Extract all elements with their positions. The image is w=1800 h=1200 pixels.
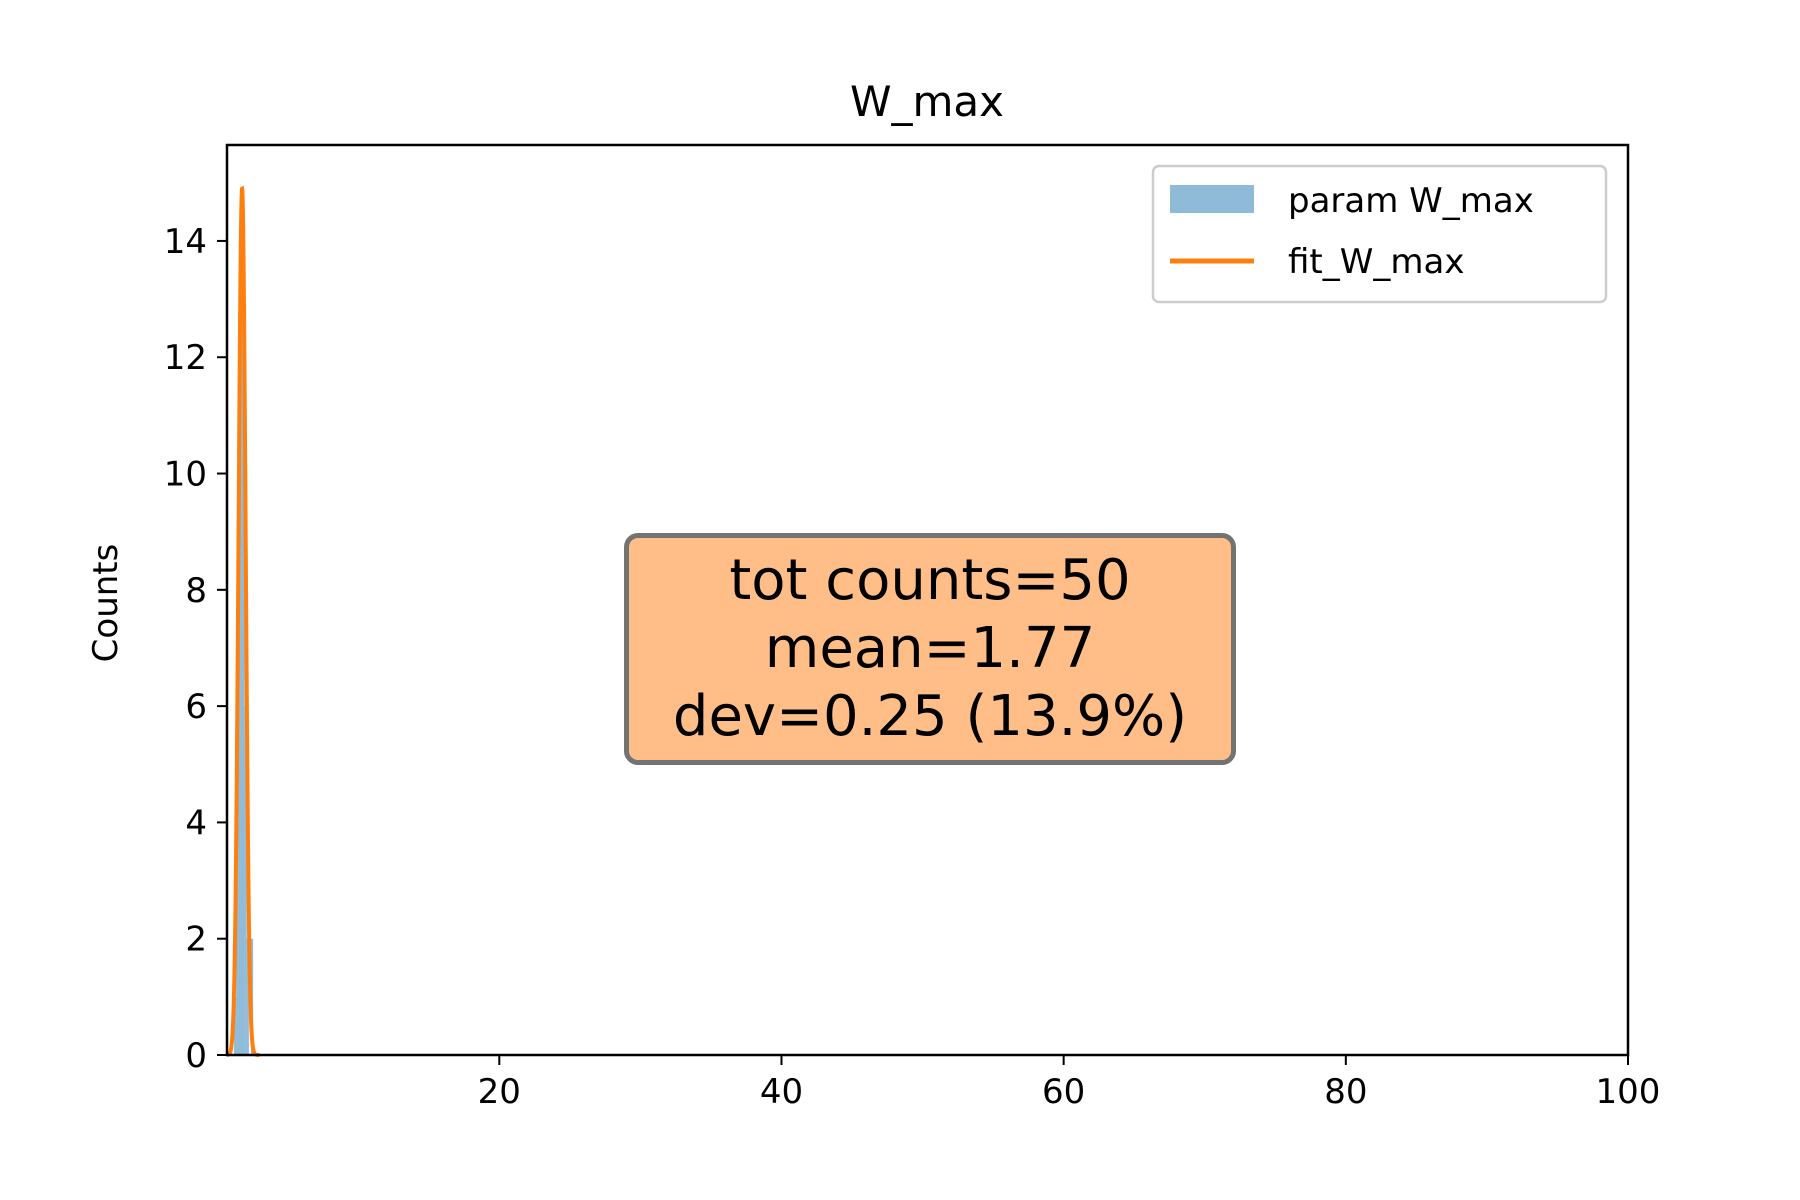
y-tick-label-10: 10 [164,455,207,495]
x-tick-label-20: 20 [478,1072,521,1112]
x-tick-label-40: 40 [760,1072,803,1112]
histogram-bar-4 [242,357,245,1055]
legend-swatch-param [1170,185,1254,213]
legend-label-param: param W_max [1288,181,1534,221]
y-tick-label-14: 14 [164,222,207,262]
stats-deviation: dev=0.25 (13.9%) [672,684,1188,749]
histogram-bar-1 [236,822,239,1055]
legend: param W_max fit_W_max [1151,164,1608,304]
stats-total-counts: tot counts=50 [729,548,1131,613]
y-tick-label-8: 8 [185,571,207,611]
stats-annotation-box: tot counts=50 mean=1.77 dev=0.25 (13.9%) [624,533,1236,765]
x-tick-label-100: 100 [1596,1072,1661,1112]
x-tick-label-80: 80 [1324,1072,1367,1112]
histogram-bar-0 [234,996,237,1055]
y-tick-label-12: 12 [164,338,207,378]
histogram-bar-6 [246,938,249,1055]
stats-mean: mean=1.77 [764,616,1096,681]
x-tick-label-60: 60 [1042,1072,1085,1112]
legend-frame [1151,164,1608,304]
y-axis-ticks: 0 2 4 6 8 10 12 14 [164,222,227,1076]
legend-label-fit: fit_W_max [1288,242,1464,282]
fit-curve-group [226,185,260,1057]
fit-curve-line [226,185,260,1057]
histogram-bar-2 [238,531,241,1055]
y-tick-label-6: 6 [185,687,207,727]
plot-area-frame [225,143,1630,1057]
histogram-bar-3 [240,240,243,1055]
y-tick-label-2: 2 [185,920,207,960]
chart-title: W_max [850,77,1004,126]
y-tick-label-0: 0 [185,1036,207,1076]
y-tick-label-4: 4 [185,803,207,843]
x-axis-ticks: 20 40 60 80 100 [478,1055,1661,1112]
y-axis-label: Counts [86,544,126,663]
histogram-bar-5 [244,706,247,1055]
